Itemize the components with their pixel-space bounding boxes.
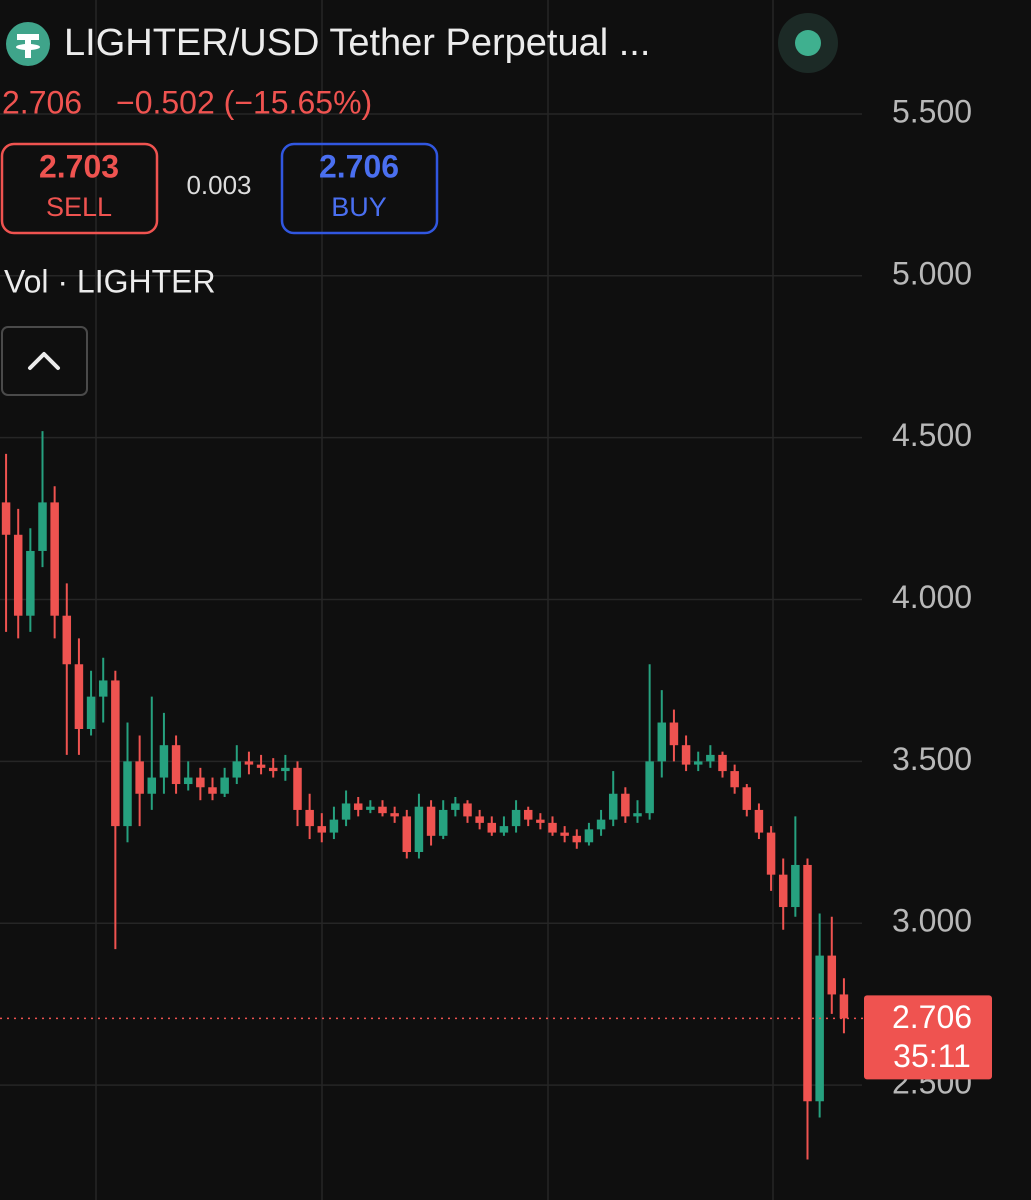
candle-body: [669, 722, 679, 746]
candle-body: [366, 806, 375, 810]
candle-body: [596, 819, 606, 830]
candle-body: [86, 696, 96, 729]
candle-body: [390, 813, 399, 817]
candle-body: [742, 787, 752, 810]
candle-body: [766, 832, 776, 875]
candle-body: [171, 745, 181, 785]
candle-body: [778, 874, 788, 908]
y-tick-label: 3.000: [892, 903, 972, 939]
candle-body: [317, 826, 327, 833]
candle-body: [438, 809, 448, 836]
candle-body: [511, 809, 521, 827]
candle-body: [475, 816, 484, 823]
candle-body: [681, 745, 691, 765]
last-price: 2.706: [2, 84, 82, 120]
candle-body: [111, 680, 120, 827]
candle-body: [815, 955, 824, 1102]
buy-button[interactable]: [280, 142, 439, 235]
candle-body: [147, 777, 157, 794]
candle-body: [451, 803, 460, 810]
candle-body: [839, 994, 849, 1019]
candle-body: [208, 787, 217, 794]
candle-body: [536, 819, 545, 823]
candle-body: [730, 771, 739, 788]
status-dot: [795, 30, 821, 56]
candle-body: [1, 502, 11, 535]
candle-body: [256, 764, 266, 768]
candle-body: [499, 826, 509, 833]
candle-body: [402, 816, 412, 853]
candle-body: [718, 754, 727, 772]
volume-label: Vol · LIGHTER: [4, 263, 216, 299]
candle-body: [754, 809, 764, 833]
candle-body: [426, 806, 436, 836]
candle-body: [232, 761, 242, 778]
buy-label: BUY: [331, 192, 387, 222]
y-tick-label: 3.500: [892, 741, 972, 777]
last-price-tag: [864, 995, 992, 1080]
sell-price: 2.703: [39, 148, 119, 184]
candle-body: [621, 793, 630, 817]
candle-body: [633, 813, 642, 817]
candle-body: [135, 761, 144, 794]
candle-body: [183, 777, 193, 785]
candle-body: [353, 803, 363, 810]
candles: [1, 431, 849, 1160]
candle-body: [74, 664, 84, 729]
spread: 0.003: [186, 170, 251, 200]
candle-countdown: 35:11: [893, 1038, 971, 1074]
candle-body: [98, 680, 108, 697]
candle-body: [341, 803, 351, 820]
candle-body: [159, 745, 169, 778]
collapse-button[interactable]: [1, 326, 88, 396]
last-price-tag-value: 2.706: [892, 999, 972, 1035]
candle-body: [548, 822, 557, 833]
candle-body: [572, 835, 582, 843]
candle-body: [803, 864, 812, 1102]
candle-body: [584, 829, 594, 843]
candle-body: [827, 955, 837, 995]
price-change: −0.502 (−15.65%): [116, 84, 372, 120]
y-tick-label: 4.000: [892, 579, 972, 615]
candle-body: [608, 793, 618, 820]
candle-body: [268, 767, 278, 772]
candle-body: [523, 809, 533, 820]
title: LIGHTER/USD Tether Perpetual ...: [64, 22, 650, 64]
candle-body: [657, 722, 667, 762]
candle-body: [13, 534, 23, 616]
y-tick-label: 4.500: [892, 417, 972, 453]
candle-body: [293, 767, 302, 810]
candle-body: [244, 761, 254, 765]
candle-body: [414, 806, 424, 853]
candle-body: [62, 615, 72, 665]
tether-glyph: [16, 34, 40, 58]
candle-body: [220, 777, 229, 794]
candle-body: [329, 819, 339, 833]
candle-body: [487, 822, 497, 833]
chevron-icon: [28, 352, 60, 370]
candle-body: [26, 550, 35, 616]
candle-body: [196, 777, 205, 788]
buy-price: 2.706: [319, 148, 399, 184]
candle-body: [305, 809, 314, 827]
candle-body: [791, 864, 800, 908]
y-tick-label: 5.000: [892, 255, 972, 291]
candle-body: [693, 761, 703, 765]
candle-body: [38, 502, 47, 551]
candle-body: [50, 502, 59, 616]
candle-body: [645, 761, 654, 814]
candle-body: [560, 832, 569, 836]
candle-body: [463, 803, 472, 817]
sell-button[interactable]: [0, 142, 159, 235]
y-tick-label: 5.500: [892, 93, 972, 129]
candle-body: [706, 754, 715, 762]
candle-body: [123, 761, 132, 827]
candle-body: [378, 806, 387, 814]
sell-label: SELL: [46, 192, 112, 222]
candle-body: [281, 767, 290, 772]
